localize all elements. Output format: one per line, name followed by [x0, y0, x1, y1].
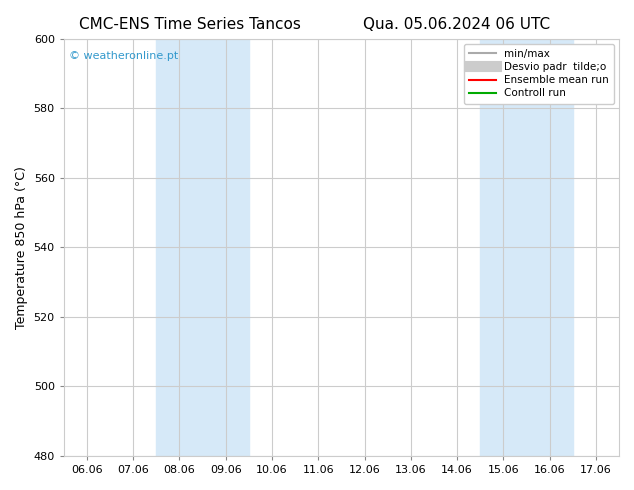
Bar [157, 39, 249, 456]
Legend: min/max, Desvio padr  tilde;o, Ensemble mean run, Controll run: min/max, Desvio padr tilde;o, Ensemble m… [464, 44, 614, 103]
Bar [480, 39, 573, 456]
Text: Qua. 05.06.2024 06 UTC: Qua. 05.06.2024 06 UTC [363, 17, 550, 32]
Text: © weatheronline.pt: © weatheronline.pt [69, 51, 179, 61]
Y-axis label: Temperature 850 hPa (°C): Temperature 850 hPa (°C) [15, 166, 28, 329]
Text: CMC-ENS Time Series Tancos: CMC-ENS Time Series Tancos [79, 17, 301, 32]
